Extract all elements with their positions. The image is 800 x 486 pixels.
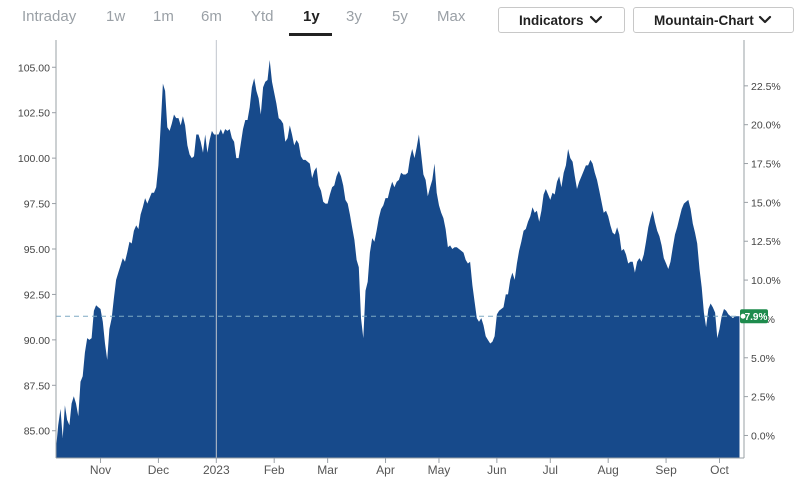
x-tick-label: Aug (598, 463, 619, 477)
current-value-badge (740, 309, 768, 324)
x-tick-label: Feb (264, 463, 285, 477)
indicators-label: Indicators (519, 13, 584, 28)
x-tick-label: May (428, 463, 451, 477)
indicators-dropdown[interactable]: Indicators (498, 7, 625, 33)
y2-tick-label: 17.5% (751, 159, 781, 171)
y2-tick-label: 20.0% (751, 120, 781, 132)
tab-1y[interactable]: 1y (303, 8, 320, 25)
x-tick-label: Oct (710, 463, 729, 477)
y-tick-label: 90.00 (24, 335, 50, 347)
timeframe-tabs: Intraday 1w 1m 6m Ytd 1y 3y 5y Max (0, 0, 480, 36)
price-area (56, 60, 740, 458)
y2-tick-label: 10.0% (751, 275, 781, 287)
chart-type-label: Mountain-Chart (654, 13, 754, 28)
tab-1w[interactable]: 1w (106, 8, 126, 25)
tab-max[interactable]: Max (437, 8, 466, 25)
x-tick-label: Apr (376, 463, 395, 477)
x-tick-label: Mar (317, 463, 338, 477)
x-tick-label: 2023 (203, 463, 230, 477)
tab-ytd[interactable]: Ytd (251, 8, 274, 25)
x-tick-label: Nov (90, 463, 111, 477)
chevron-down-icon (589, 15, 603, 24)
chevron-down-icon (758, 15, 772, 24)
y2-tick-label: 12.5% (751, 236, 781, 248)
y-tick-label: 95.00 (24, 244, 50, 256)
tab-6m[interactable]: 6m (201, 8, 222, 25)
tab-3y[interactable]: 3y (346, 8, 362, 25)
chart-type-dropdown[interactable]: Mountain-Chart (633, 7, 794, 33)
y2-tick-label: 2.5% (751, 392, 775, 404)
y-tick-label: 100.00 (18, 153, 50, 165)
tab-intraday[interactable]: Intraday (22, 8, 77, 25)
y2-tick-label: 22.5% (751, 81, 781, 93)
y2-tick-label: 15.0% (751, 197, 781, 209)
tab-5y[interactable]: 5y (392, 8, 408, 25)
active-tab-indicator (289, 33, 332, 36)
y-tick-label: 105.00 (18, 62, 50, 74)
x-tick-label: Jun (487, 463, 506, 477)
y2-tick-label: 5.0% (751, 353, 775, 365)
x-tick-label: Sep (655, 463, 677, 477)
y-tick-label: 85.00 (24, 426, 50, 438)
y-tick-label: 92.50 (24, 289, 50, 301)
x-tick-label: Jul (543, 463, 558, 477)
current-value-label: 7.9% (745, 312, 768, 323)
y-tick-label: 102.50 (18, 108, 50, 120)
current-value-dot (740, 313, 746, 319)
x-tick-label: Dec (148, 463, 169, 477)
tab-1m[interactable]: 1m (153, 8, 174, 25)
y2-tick-label: 0.0% (751, 430, 775, 442)
y-tick-label: 97.50 (24, 199, 50, 211)
y-tick-label: 87.50 (24, 380, 50, 392)
